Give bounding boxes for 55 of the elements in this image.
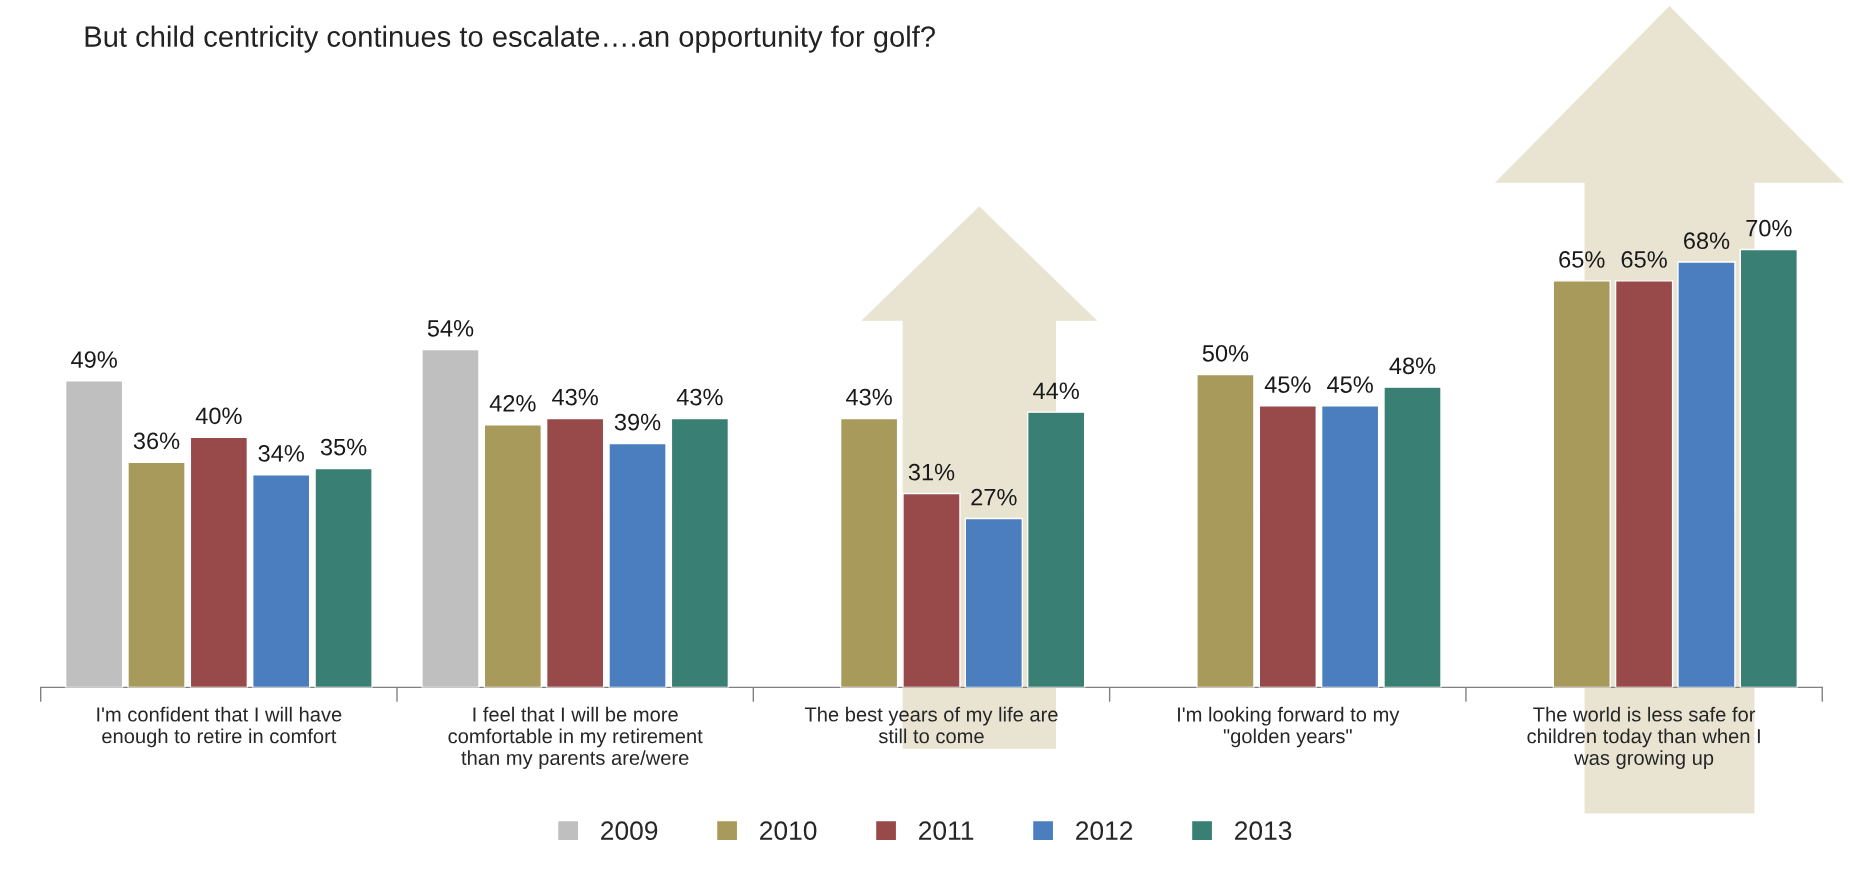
chart-title: But child centricity continues to escalate….an opportunity for golf? — [85, 25, 935, 53]
legend-label: 2012 — [1076, 821, 1133, 841]
data-label: 34% — [258, 445, 304, 462]
x-tick-label: I'm confident that I will have enough to retire in comfort — [97, 706, 342, 748]
bar — [252, 474, 311, 688]
bar — [483, 423, 543, 688]
x-tick-label: I feel that I will be more comfortable in my retirement than my parents are/were — [448, 706, 703, 769]
bar — [421, 348, 480, 688]
legend-label: 2009 — [601, 821, 658, 841]
legend-label: 2013 — [1235, 821, 1292, 841]
data-label: 39% — [614, 413, 661, 431]
bar — [1383, 386, 1442, 688]
bar — [839, 417, 899, 688]
data-label: 44% — [1033, 382, 1079, 400]
bar — [314, 467, 373, 688]
bar — [545, 417, 605, 688]
bar — [127, 461, 186, 688]
data-label: 35% — [320, 438, 367, 456]
data-label: 70% — [1746, 219, 1792, 237]
bar — [1320, 405, 1380, 688]
bar — [608, 442, 667, 688]
data-label: 49% — [71, 351, 117, 368]
bar — [670, 417, 730, 688]
data-label: 68% — [1684, 232, 1730, 250]
data-label: 48% — [1389, 357, 1436, 375]
bar — [1677, 261, 1736, 688]
data-label: 65% — [1621, 251, 1667, 268]
data-label: 54% — [427, 320, 474, 337]
data-label: 65% — [1559, 251, 1605, 268]
data-label: 43% — [676, 388, 723, 406]
data-label: 45% — [1327, 376, 1373, 393]
bar — [1614, 280, 1674, 688]
x-tick-label: The best years of my life are still to come — [804, 706, 1058, 744]
bar — [1026, 411, 1086, 688]
data-label: 36% — [133, 432, 180, 450]
data-label: 43% — [552, 388, 598, 406]
data-label: 43% — [846, 388, 892, 406]
data-label: 50% — [1202, 344, 1249, 362]
legend-label: 2010 — [760, 821, 817, 841]
bar — [1258, 405, 1317, 688]
bar — [1739, 248, 1799, 688]
data-label: 31% — [908, 463, 955, 481]
data-label: 27% — [971, 488, 1017, 506]
x-tick-label: I'm looking forward to my "golden years" — [1178, 706, 1400, 748]
legend-label: 2011 — [919, 821, 974, 841]
x-tick-label: The world is less safe for children today than when I was growing up — [1527, 706, 1760, 769]
bar — [189, 436, 249, 688]
bar — [1196, 373, 1255, 688]
data-label: 40% — [195, 407, 242, 425]
data-label: 45% — [1264, 376, 1311, 393]
bar — [64, 380, 124, 688]
bar — [1552, 280, 1611, 688]
bar — [902, 492, 961, 688]
bar — [964, 517, 1024, 688]
data-label: 42% — [489, 394, 536, 412]
